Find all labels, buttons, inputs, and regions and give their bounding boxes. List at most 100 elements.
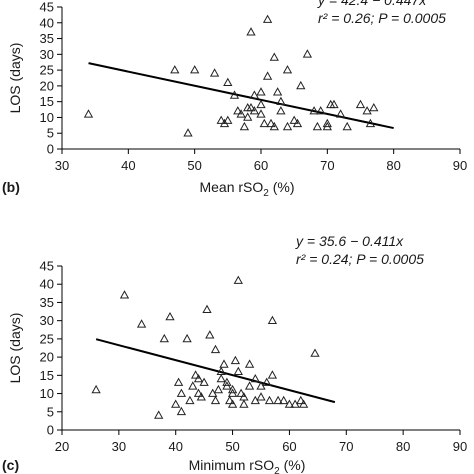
y-tick-label: 25 [40, 63, 54, 78]
data-point [176, 406, 187, 416]
data-point [196, 392, 206, 401]
data-point [188, 381, 198, 390]
data-point [230, 355, 241, 365]
y-tick-label: 30 [40, 313, 54, 328]
regression-equation: y = 35.6 − 0.411x [295, 233, 404, 249]
x-tick-label: 70 [320, 158, 334, 173]
data-point [227, 399, 238, 408]
y-tick-label: 30 [40, 47, 54, 62]
y-tick-label: 5 [47, 404, 54, 419]
data-point [267, 315, 278, 324]
data-point [223, 115, 233, 124]
data-point [262, 377, 272, 386]
x-tick-label: 90 [453, 439, 467, 454]
y-tick-label: 40 [40, 277, 54, 292]
data-point [267, 370, 278, 379]
data-point [262, 71, 273, 80]
data-point [262, 14, 273, 23]
y-tick-label: 0 [47, 423, 54, 438]
data-point [369, 102, 379, 112]
data-point [302, 49, 313, 58]
data-point [310, 348, 320, 357]
trend-line [95, 338, 336, 404]
data-point [276, 106, 286, 115]
data-point [222, 381, 232, 390]
data-point [210, 395, 221, 405]
x-tick-label: 80 [386, 158, 400, 173]
data-point [256, 87, 266, 96]
x-axis-label: Mean rSO2 (%) [199, 179, 294, 199]
data-point [239, 399, 249, 408]
regression-stats: r² = 0.24; P = 0.0005 [296, 251, 424, 267]
data-point [119, 290, 130, 299]
data-point [276, 96, 286, 105]
x-axis-label: Minimum rSO2 (%) [189, 457, 306, 474]
data-point [282, 65, 293, 74]
y-tick-label: 35 [40, 31, 54, 46]
data-point [298, 399, 309, 408]
data-point [246, 27, 256, 36]
regression-equation: y = 42.4 − 0.447x [317, 0, 427, 8]
y-tick-label: 5 [47, 126, 54, 141]
y-axis-label: LOS (days) [7, 43, 23, 114]
data-point [312, 121, 323, 131]
data-point [216, 373, 226, 383]
y-axis-label: LOS (days) [7, 313, 23, 384]
x-tick-label: 30 [112, 439, 126, 454]
data-point [233, 106, 243, 115]
data-point [176, 388, 187, 397]
data-point [227, 384, 238, 394]
data-point [193, 388, 204, 397]
data-point [136, 319, 147, 328]
data-point [216, 366, 226, 375]
panel-label: (c) [2, 457, 19, 473]
x-tick-label: 70 [339, 439, 353, 454]
data-point [284, 399, 295, 408]
data-point [266, 118, 276, 128]
data-point [222, 377, 232, 386]
data-point [190, 65, 200, 74]
x-tick-label: 50 [225, 439, 239, 454]
data-point [183, 128, 193, 137]
data-point [154, 410, 164, 419]
y-tick-label: 15 [40, 94, 54, 109]
data-point [236, 109, 246, 118]
x-tick-label: 40 [121, 158, 135, 173]
data-point [246, 102, 256, 112]
y-tick-label: 40 [40, 15, 54, 30]
data-point [335, 109, 346, 118]
data-point [233, 366, 243, 375]
data-point [190, 370, 201, 379]
data-point [256, 392, 266, 401]
data-point [210, 344, 221, 354]
x-tick-label: 90 [453, 158, 467, 173]
trend-line [88, 62, 394, 130]
regression-stats: r² = 0.26; P = 0.0005 [318, 10, 446, 26]
data-point [250, 373, 260, 383]
data-point [91, 384, 101, 394]
chart-panel-1: 0 5 10 15 20 25 30 35 40 45 20 30 40 50 60 70 80 90 LOS (d… [2, 233, 467, 474]
data-point [316, 106, 326, 115]
data-point [216, 115, 226, 124]
data-point [213, 384, 224, 394]
data-point [269, 121, 279, 131]
y-tick-label: 45 [40, 0, 54, 15]
data-point [355, 99, 366, 109]
data-point [269, 52, 279, 61]
data-point [244, 381, 255, 390]
data-point [322, 118, 332, 128]
data-point [264, 395, 275, 405]
data-point [165, 311, 175, 321]
data-point [182, 333, 192, 343]
data-point [273, 395, 283, 405]
data-point [173, 377, 184, 386]
data-point [239, 392, 249, 401]
data-point [249, 90, 260, 99]
data-point [219, 359, 229, 368]
data-point [342, 121, 352, 131]
data-point [296, 80, 306, 90]
x-tick-label: 60 [282, 439, 296, 454]
data-point [233, 275, 243, 284]
y-tick-label: 10 [40, 110, 54, 125]
